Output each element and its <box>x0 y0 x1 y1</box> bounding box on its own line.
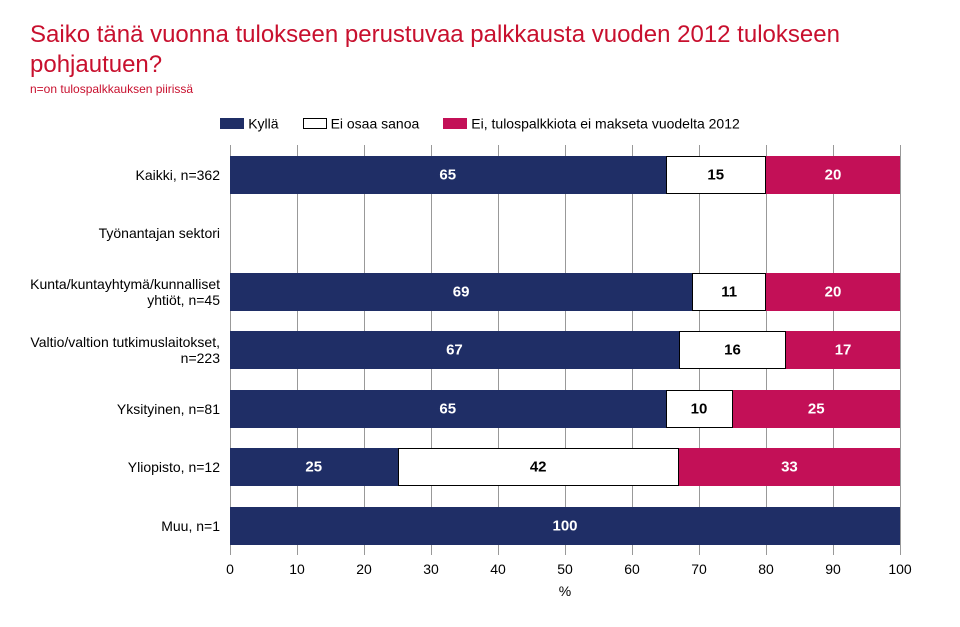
bar-segment: 42 <box>398 448 679 486</box>
bar-value: 69 <box>453 283 470 300</box>
bar-value: 11 <box>721 283 737 300</box>
row-label: Työnantajan sektori <box>25 225 230 241</box>
legend-item: Kyllä <box>220 114 278 131</box>
bar-track: 100 <box>230 507 900 545</box>
bar-value: 100 <box>552 518 577 535</box>
bar-value: 10 <box>691 400 708 417</box>
bar-track: 65 15 20 <box>230 156 900 194</box>
bar-track: 69 11 20 <box>230 273 900 311</box>
x-tick: 70 <box>691 561 707 577</box>
bar-segment: 10 <box>666 390 733 428</box>
x-tick: 50 <box>557 561 573 577</box>
x-tick: 90 <box>825 561 841 577</box>
bar-value: 20 <box>825 283 842 300</box>
bar-segment: 65 <box>230 390 666 428</box>
chart-title: Saiko tänä vuonna tulokseen perustuvaa p… <box>30 20 930 80</box>
plot-area: Kaikki, n=362651520Työnantajan sektoriKu… <box>230 145 900 555</box>
x-tick: 30 <box>423 561 439 577</box>
x-tick: 80 <box>758 561 774 577</box>
bar-track: 25 42 33 <box>230 448 900 486</box>
bar-value: 42 <box>530 459 547 476</box>
bar-segment: 16 <box>679 331 786 369</box>
bar-track: 67 16 17 <box>230 331 900 369</box>
bar-value: 16 <box>724 342 741 359</box>
legend-swatch <box>303 118 327 129</box>
chart-row: Yliopisto, n=12254233 <box>230 448 900 486</box>
chart-subtitle: n=on tulospalkkauksen piirissä <box>30 82 930 96</box>
chart-row: Muu, n=1100 <box>230 507 900 545</box>
bar-segment: 11 <box>692 273 766 311</box>
x-tick: 40 <box>490 561 506 577</box>
gridline <box>900 145 901 555</box>
bar-value: 65 <box>439 166 456 183</box>
bar-segment: 69 <box>230 273 692 311</box>
legend-label: Kyllä <box>248 115 278 131</box>
legend-item: Ei osaa sanoa <box>303 114 420 131</box>
x-tick: 60 <box>624 561 640 577</box>
bar-segment: 100 <box>230 507 900 545</box>
bar-value: 67 <box>446 342 463 359</box>
row-label: Kaikki, n=362 <box>25 167 230 183</box>
bar-value: 25 <box>305 459 322 476</box>
chart-row: Kunta/kuntayhtymä/kunnalliset yhtiöt, n=… <box>230 273 900 311</box>
chart-container: Saiko tänä vuonna tulokseen perustuvaa p… <box>0 0 960 627</box>
x-axis: % 0102030405060708090100 <box>230 555 900 595</box>
row-label: Kunta/kuntayhtymä/kunnalliset yhtiöt, n=… <box>25 276 230 308</box>
bar-segment: 33 <box>679 448 900 486</box>
x-tick: 100 <box>888 561 911 577</box>
bar-segment: 65 <box>230 156 666 194</box>
legend: Kyllä Ei osaa sanoa Ei, tulospalkkiota ei … <box>30 114 930 131</box>
bar-segment: 17 <box>786 331 900 369</box>
legend-label: Ei, tulospalkkiota ei makseta vuodelta 2… <box>471 115 740 131</box>
bar-value: 65 <box>439 400 456 417</box>
x-axis-label: % <box>559 583 571 599</box>
legend-swatch <box>220 118 244 129</box>
chart-row: Yksityinen, n=81651025 <box>230 390 900 428</box>
chart-row: Valtio/valtion tutkimuslaitokset, n=2236… <box>230 331 900 369</box>
row-label: Yliopisto, n=12 <box>25 459 230 475</box>
bar-segment: 15 <box>666 156 767 194</box>
row-label: Muu, n=1 <box>25 518 230 534</box>
bar-segment: 25 <box>230 448 398 486</box>
bar-segment: 20 <box>766 156 900 194</box>
bar-track: 65 10 25 <box>230 390 900 428</box>
chart-row: Työnantajan sektori <box>230 214 900 252</box>
legend-item: Ei, tulospalkkiota ei makseta vuodelta 2… <box>443 114 740 131</box>
bar-segment: 20 <box>766 273 900 311</box>
bar-segment: 67 <box>230 331 679 369</box>
bar-value: 33 <box>781 459 798 476</box>
x-tick: 20 <box>356 561 372 577</box>
x-tick: 10 <box>289 561 305 577</box>
bar-value: 15 <box>707 166 724 183</box>
row-label: Yksityinen, n=81 <box>25 401 230 417</box>
bar-value: 20 <box>825 166 842 183</box>
chart-row: Kaikki, n=362651520 <box>230 156 900 194</box>
legend-swatch <box>443 118 467 129</box>
bar-value: 17 <box>835 342 852 359</box>
bar-value: 25 <box>808 400 825 417</box>
legend-label: Ei osaa sanoa <box>331 115 420 131</box>
x-tick: 0 <box>226 561 234 577</box>
bar-segment: 25 <box>733 390 901 428</box>
row-label: Valtio/valtion tutkimuslaitokset, n=223 <box>25 334 230 366</box>
